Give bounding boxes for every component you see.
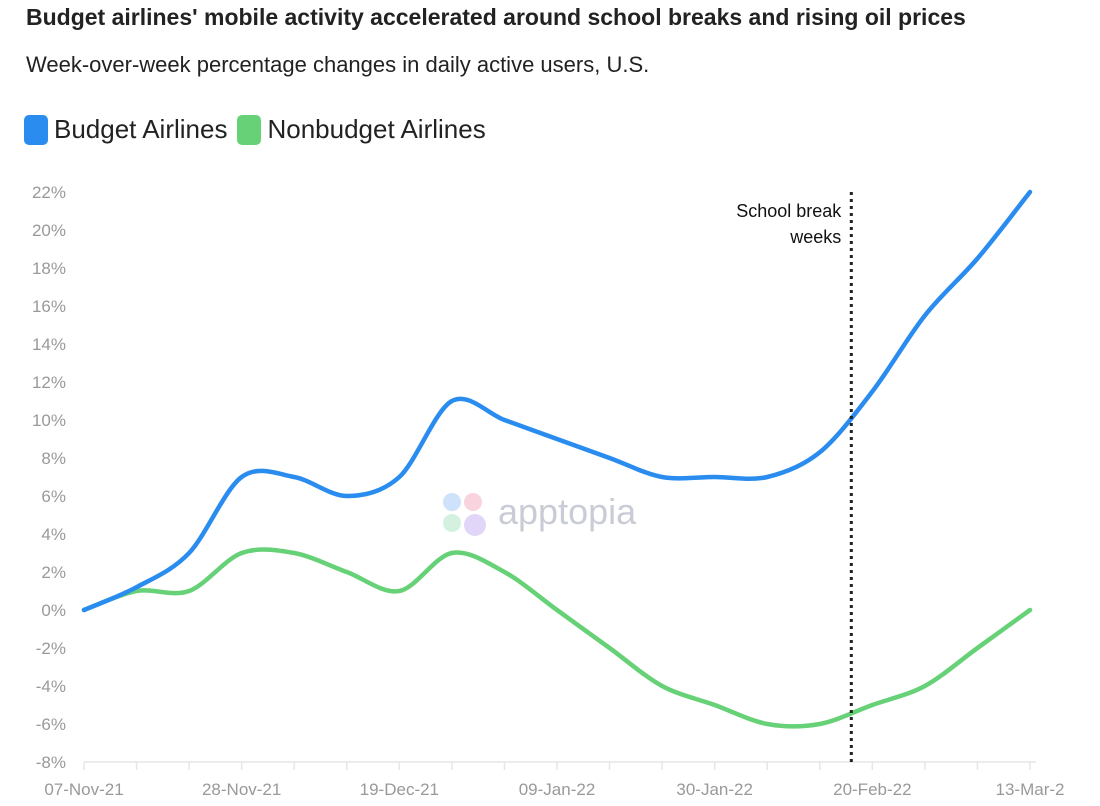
apptopia-logo-icon xyxy=(443,493,486,536)
axis-layer: -8% -6% -4% -2% 0% 2% 4% 6% 8% 10% 12% 14% 16% 18% 20%… xyxy=(32,183,1065,799)
y-tick-label: 8% xyxy=(41,449,66,468)
chart-legend: Budget Airlines Nonbudget Airlines xyxy=(24,114,496,145)
series-layer xyxy=(81,189,1033,729)
x-tick-label: 19-Dec-21 xyxy=(360,780,439,799)
series-line-nonbudget-airlines xyxy=(81,547,1033,729)
legend-swatch-nonbudget xyxy=(237,114,262,145)
legend-label-budget: Budget Airlines xyxy=(54,114,228,144)
annotation-layer: School break weeks xyxy=(736,192,853,762)
y-tick-label: 4% xyxy=(41,525,66,544)
legend-swatch-budget xyxy=(24,114,48,145)
y-tick-label: 12% xyxy=(32,373,66,392)
y-tick-label: 18% xyxy=(32,259,66,278)
y-tick-label: 0% xyxy=(41,601,66,620)
y-tick-label: 10% xyxy=(32,411,66,430)
watermark-text: apptopia xyxy=(498,491,637,532)
y-tick-label: -8% xyxy=(36,753,66,772)
y-tick-label: 16% xyxy=(32,297,66,316)
x-tick-label: 13-Mar-2 xyxy=(996,780,1065,799)
school-break-label: weeks xyxy=(789,227,841,247)
x-tick-label: 28-Nov-21 xyxy=(202,780,281,799)
y-tick-label: 22% xyxy=(32,183,66,202)
x-tick-label: 20-Feb-22 xyxy=(833,780,911,799)
x-tick-label: 07-Nov-21 xyxy=(44,780,123,799)
legend-item-budget[interactable]: Budget Airlines xyxy=(24,114,227,145)
y-tick-label: 6% xyxy=(41,487,66,506)
y-tick-label: 2% xyxy=(41,563,66,582)
series-line-budget-airlines xyxy=(81,189,1033,613)
y-tick-label: -4% xyxy=(36,677,66,696)
y-tick-label: 14% xyxy=(32,335,66,354)
x-tick-label: 30-Jan-22 xyxy=(676,780,753,799)
legend-label-nonbudget: Nonbudget Airlines xyxy=(267,114,486,144)
x-tick-label: 09-Jan-22 xyxy=(519,780,596,799)
y-tick-label: 20% xyxy=(32,221,66,240)
legend-item-nonbudget[interactable]: Nonbudget Airlines xyxy=(237,114,486,145)
school-break-label: School break xyxy=(736,201,842,221)
chart-subtitle: Week-over-week percentage changes in dai… xyxy=(26,52,650,77)
chart-title: Budget airlines' mobile activity acceler… xyxy=(26,4,966,30)
watermark: apptopia xyxy=(443,491,637,536)
y-tick-label: -6% xyxy=(36,715,66,734)
y-tick-label: -2% xyxy=(36,639,66,658)
